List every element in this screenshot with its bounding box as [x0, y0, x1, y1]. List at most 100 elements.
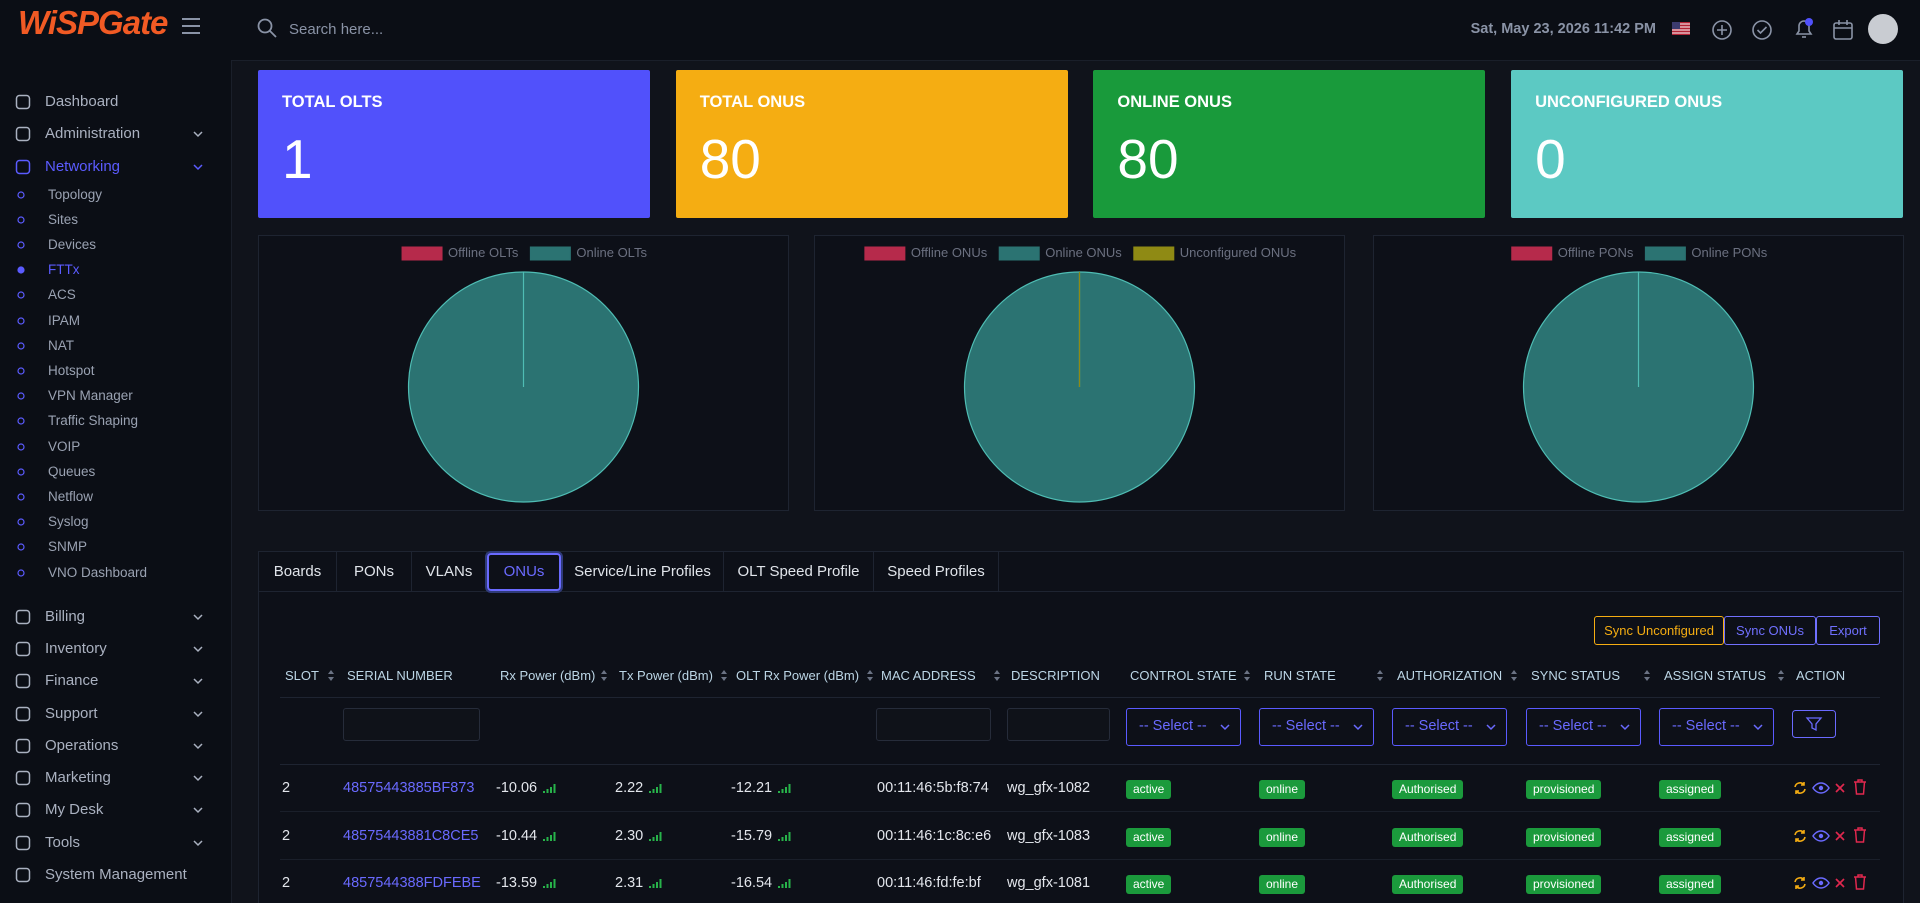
remove-action[interactable] — [1834, 877, 1846, 889]
sort-icon[interactable] — [993, 669, 1001, 682]
filter-select[interactable]: -- Select -- — [1392, 708, 1507, 746]
tab[interactable]: Boards — [259, 552, 337, 591]
filter-button[interactable] — [1792, 710, 1836, 738]
cell-text[interactable]: 48575443881C8CE5 — [343, 827, 479, 844]
column-header[interactable]: DESCRIPTION — [1011, 668, 1100, 683]
serial-link[interactable]: 48575443885BF873 — [343, 780, 474, 796]
calendar-button[interactable] — [1832, 19, 1854, 41]
sort-icon[interactable] — [866, 669, 874, 682]
tab[interactable]: ONUs — [487, 553, 561, 591]
flag-icon[interactable] — [1672, 22, 1690, 35]
sync-action[interactable] — [1792, 780, 1808, 796]
submenu-item[interactable]: Sites — [48, 211, 79, 227]
column-header[interactable]: RUN STATE — [1264, 668, 1336, 683]
submenu-item[interactable]: VOIP — [48, 438, 81, 454]
add-button[interactable] — [1711, 19, 1733, 41]
column-header[interactable]: SLOT — [285, 668, 319, 683]
legend-swatch — [529, 246, 571, 261]
submenu-item[interactable]: VNO Dashboard — [48, 564, 148, 580]
view-action[interactable] — [1812, 875, 1830, 891]
filter-select[interactable]: -- Select -- — [1259, 708, 1374, 746]
filter-input[interactable] — [1007, 708, 1110, 741]
notifications-button[interactable] — [1792, 17, 1816, 41]
submenu-item[interactable]: IPAM — [48, 312, 81, 328]
menu-item[interactable]: Operations — [45, 736, 119, 754]
filter-select[interactable]: -- Select -- — [1126, 708, 1241, 746]
delete-action[interactable] — [1853, 826, 1867, 843]
submenu-item[interactable]: VPN Manager — [48, 388, 133, 404]
serial-link[interactable]: 48575443881C8CE5 — [343, 828, 478, 844]
submenu-item[interactable]: Topology — [48, 186, 103, 202]
remove-action[interactable] — [1834, 782, 1846, 794]
menu-item[interactable]: Billing — [45, 607, 86, 625]
legend-swatch — [1133, 246, 1175, 261]
sort-icon[interactable] — [1510, 669, 1518, 682]
sort-icon[interactable] — [1643, 669, 1651, 682]
sort-icon[interactable] — [1243, 669, 1251, 682]
action-button[interactable]: Export — [1816, 616, 1880, 645]
menu-item[interactable]: My Desk — [45, 801, 104, 819]
filter-input[interactable] — [876, 708, 991, 741]
column-header[interactable]: SERIAL NUMBER — [347, 668, 453, 683]
sync-action[interactable] — [1792, 875, 1808, 891]
sort-icon[interactable] — [600, 669, 608, 682]
menu-toggle[interactable] — [181, 17, 201, 35]
cell-text[interactable]: 4857544388FDFEBE — [343, 875, 481, 891]
column-header[interactable]: OLT Rx Power (dBm) — [736, 668, 860, 683]
view-action[interactable] — [1812, 828, 1830, 844]
view-action[interactable] — [1812, 780, 1830, 796]
submenu-item[interactable]: Syslog — [48, 514, 89, 530]
tab[interactable]: Service/Line Profiles — [562, 552, 724, 591]
search-input[interactable]: Search here... — [289, 21, 384, 38]
column-header[interactable]: Rx Power (dBm) — [500, 668, 596, 683]
cell-text[interactable]: 48575443885BF873 — [343, 780, 475, 796]
column-header[interactable]: SYNC STATUS — [1531, 668, 1621, 683]
delete-action[interactable] — [1853, 779, 1867, 795]
tab[interactable]: VLANs — [412, 552, 487, 591]
submenu-item[interactable]: Traffic Shaping — [48, 413, 139, 429]
tab[interactable]: PONs — [337, 552, 412, 591]
sync-action[interactable] — [1792, 828, 1808, 844]
submenu-item[interactable]: FTTx — [48, 262, 80, 278]
menu-item[interactable]: Inventory — [45, 639, 107, 657]
submenu-item[interactable]: NAT — [48, 337, 74, 353]
remove-action[interactable] — [1834, 830, 1846, 842]
submenu-item[interactable]: Hotspot — [48, 363, 95, 378]
submenu-item[interactable]: Queues — [48, 463, 96, 479]
serial-link[interactable]: 4857544388FDFEBE — [343, 875, 481, 891]
sort-icon[interactable] — [720, 669, 728, 682]
menu-item[interactable]: Finance — [45, 672, 99, 690]
sort-icon[interactable] — [327, 669, 335, 682]
action-button[interactable]: Sync ONUs — [1724, 616, 1816, 645]
column-header[interactable]: CONTROL STATE — [1130, 668, 1237, 683]
menu-item[interactable]: Marketing — [45, 769, 111, 787]
menu-item[interactable]: Support — [45, 704, 98, 722]
menu-item[interactable]: Networking — [45, 157, 121, 175]
sort-icon[interactable] — [1376, 669, 1384, 682]
column-header[interactable]: Tx Power (dBm) — [619, 668, 713, 683]
submenu-item[interactable]: ACS — [48, 287, 76, 303]
user-avatar[interactable] — [1868, 14, 1898, 44]
column-header[interactable]: AUTHORIZATION — [1397, 668, 1503, 683]
sort-icon[interactable] — [1777, 669, 1785, 682]
menu-item[interactable]: Dashboard — [45, 93, 119, 110]
tab[interactable]: OLT Speed Profile — [724, 552, 874, 591]
menu-item[interactable]: Tools — [45, 833, 81, 851]
filter-input[interactable] — [343, 708, 480, 741]
delete-action[interactable] — [1853, 874, 1867, 890]
cell-text: -15.79 — [731, 827, 773, 844]
action-button[interactable]: Sync Unconfigured — [1594, 616, 1724, 645]
submenu-item[interactable]: Devices — [48, 237, 97, 252]
column-header[interactable]: ASSIGN STATUS — [1664, 668, 1767, 683]
menu-item[interactable]: Administration — [45, 125, 141, 143]
column-header[interactable]: ACTION — [1796, 668, 1846, 683]
tasks-button[interactable] — [1751, 19, 1773, 41]
column-header[interactable]: MAC ADDRESS — [881, 668, 976, 683]
filter-select[interactable]: -- Select -- — [1526, 708, 1641, 746]
tab[interactable]: Speed Profiles — [874, 552, 999, 591]
submenu-item[interactable]: SNMP — [48, 539, 88, 555]
cell-text: -16.54 — [731, 875, 773, 891]
submenu-item[interactable]: Netflow — [48, 489, 94, 504]
menu-item[interactable]: System Management — [45, 866, 187, 883]
filter-select[interactable]: -- Select -- — [1659, 708, 1774, 746]
